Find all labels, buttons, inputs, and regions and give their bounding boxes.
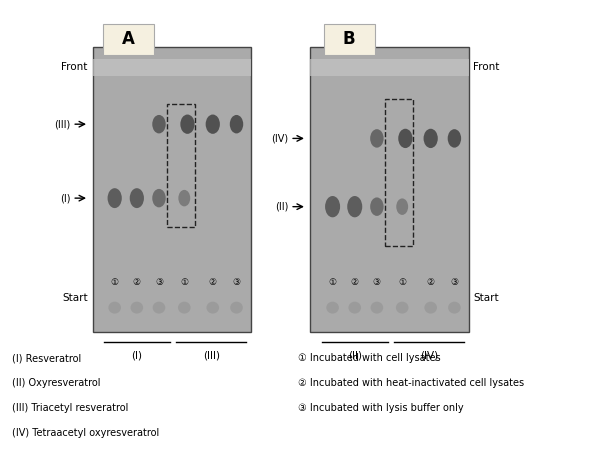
Text: ③: ③ (232, 278, 241, 286)
Ellipse shape (423, 129, 438, 148)
Bar (385, 99, 413, 246)
Ellipse shape (179, 190, 190, 206)
Text: (II) Oxyresveratrol: (II) Oxyresveratrol (12, 378, 100, 388)
Ellipse shape (327, 301, 339, 314)
Ellipse shape (131, 301, 143, 314)
Ellipse shape (396, 301, 408, 314)
Ellipse shape (396, 199, 408, 215)
Bar (93, 47, 251, 332)
Ellipse shape (205, 115, 220, 134)
Ellipse shape (109, 301, 121, 314)
Text: Front: Front (61, 62, 88, 73)
Text: (IV): (IV) (271, 133, 288, 144)
Text: B: B (343, 30, 356, 48)
FancyBboxPatch shape (103, 24, 154, 55)
Text: (I): (I) (60, 193, 70, 203)
Ellipse shape (448, 301, 461, 314)
Text: (IV): (IV) (420, 351, 438, 361)
Text: ②: ② (427, 278, 435, 286)
Ellipse shape (370, 197, 384, 216)
Text: ③ Incubated with lysis buffer only: ③ Incubated with lysis buffer only (298, 403, 464, 413)
Text: Start: Start (473, 292, 499, 303)
Text: A: A (122, 30, 135, 48)
Ellipse shape (107, 188, 122, 208)
Text: ①: ① (180, 278, 189, 286)
Ellipse shape (152, 189, 166, 208)
Text: Front: Front (473, 62, 500, 73)
Text: ①: ① (398, 278, 407, 286)
Ellipse shape (230, 115, 243, 134)
Ellipse shape (370, 129, 384, 148)
Text: (II): (II) (275, 201, 288, 212)
Text: (II): (II) (347, 351, 362, 361)
Text: ① Incubated with cell lysates: ① Incubated with cell lysates (298, 353, 441, 363)
Bar (93, 59, 251, 76)
Text: ② Incubated with heat-inactivated cell lysates: ② Incubated with heat-inactivated cell l… (298, 378, 525, 388)
Text: ①: ① (328, 278, 337, 286)
Text: ③: ③ (373, 278, 381, 286)
Text: ②: ② (209, 278, 217, 286)
Ellipse shape (153, 301, 165, 314)
Ellipse shape (152, 115, 166, 134)
Ellipse shape (371, 301, 383, 314)
Ellipse shape (230, 301, 243, 314)
Ellipse shape (398, 129, 413, 148)
Text: ②: ② (350, 278, 359, 286)
Text: (III): (III) (203, 351, 220, 361)
Text: ③: ③ (155, 278, 163, 286)
Bar (167, 104, 195, 227)
Ellipse shape (207, 301, 219, 314)
Text: (IV) Tetraacetyl oxyresveratrol: (IV) Tetraacetyl oxyresveratrol (12, 428, 159, 438)
Text: (I) Resveratrol: (I) Resveratrol (12, 353, 81, 363)
Ellipse shape (130, 188, 144, 208)
Ellipse shape (448, 129, 461, 148)
Ellipse shape (347, 196, 362, 217)
Bar (310, 47, 469, 332)
Bar (310, 59, 469, 76)
Ellipse shape (349, 301, 361, 314)
Ellipse shape (178, 301, 190, 314)
Text: (III) Triacetyl resveratrol: (III) Triacetyl resveratrol (12, 403, 128, 413)
Text: ①: ① (110, 278, 119, 286)
Text: (III): (III) (54, 119, 70, 129)
Text: Start: Start (62, 292, 88, 303)
Text: ③: ③ (450, 278, 458, 286)
Ellipse shape (180, 115, 195, 134)
Text: (I): (I) (131, 351, 142, 361)
FancyBboxPatch shape (324, 24, 375, 55)
Ellipse shape (424, 301, 437, 314)
Ellipse shape (325, 196, 340, 217)
Text: ②: ② (133, 278, 141, 286)
